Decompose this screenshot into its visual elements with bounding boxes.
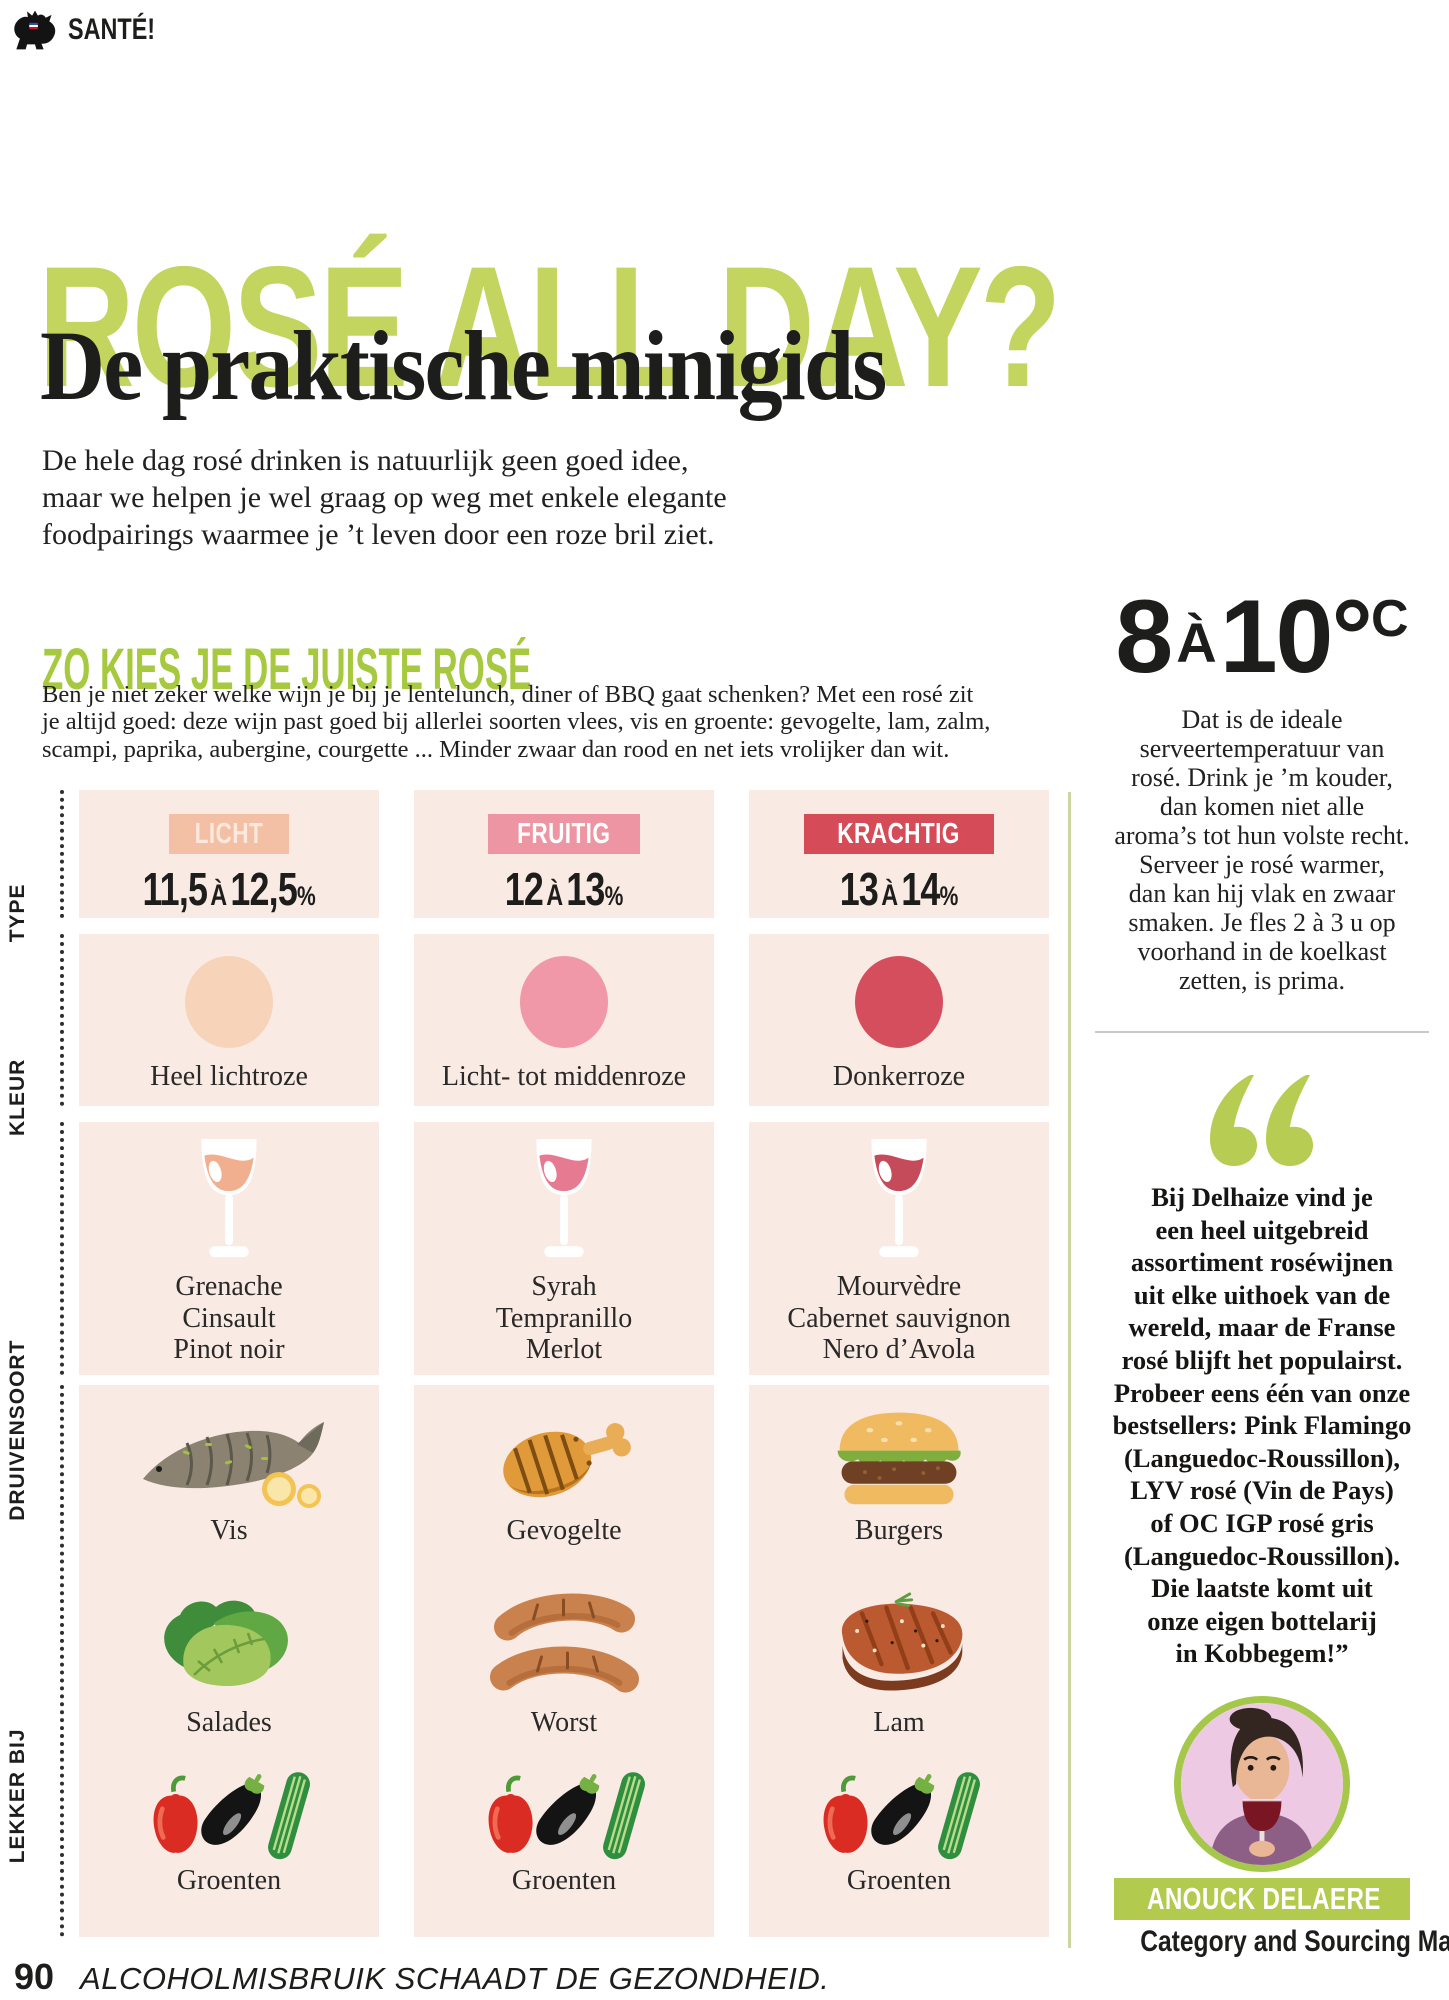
food-label: Gevogelte [506,1515,622,1546]
cell-grapes-licht: Grenache Cinsault Pinot noir [79,1122,379,1375]
person-role: Category and Sourcing Manager Wines [1140,1925,1449,1959]
type-badge: KRACHTIG [804,814,994,854]
abv-range: 12 À13% [504,863,624,915]
cell-type-fruitig: FRUITIG 12 À13% [414,790,714,918]
health-warning: ALCOHOLMISBRUIK SCHAADT DE GEZONDHEID. [80,1961,830,1996]
wine-color-label: Licht- tot middenroze [441,1061,687,1092]
table-row-lekker-bij: LEKKER BIJ [0,1385,1060,1937]
grape-varieties: Syrah Tempranillo Merlot [495,1271,633,1365]
abv-range: 11,5 À12,5% [142,863,316,915]
temperature-note: Dat is de ideale serveertemperatuur van … [1114,705,1410,995]
vegetables-icon [749,1765,1049,1865]
table-row-druivensoort: DRUIVENSOORT Grenache Cinsault Pinot noi… [0,1122,1060,1520]
vegetables-icon [414,1765,714,1865]
type-badge: LICHT [169,814,289,854]
avatar [1174,1696,1350,1873]
salad-icon [79,1589,379,1707]
row-label-kleur: KLEUR [0,934,64,1136]
food-label: Groenten [176,1865,282,1896]
page-title: ROSÉ ALL DAY? [38,231,1062,424]
cell-foods-fruitig: Gevogelte Worst [414,1385,714,1937]
quote-icon [1090,1075,1434,1167]
intro-paragraph: De hele dag rosé drinken is natuurlijk g… [42,444,727,551]
food-label: Groenten [846,1865,952,1896]
wine-color-swatch [520,956,608,1048]
table-row-kleur: KLEUR Heel lichtroze Licht- tot middenro… [0,934,1060,1136]
vegetables-icon [79,1765,379,1865]
wine-glass-icon [871,1138,927,1258]
wine-glass-icon [536,1138,592,1258]
type-badge: FRUITIG [488,814,640,854]
cell-grapes-fruitig: Syrah Tempranillo Merlot [414,1122,714,1375]
person-portrait [1181,1703,1343,1866]
food-label: Groenten [511,1865,617,1896]
food-label: Salades [186,1707,272,1738]
cell-kleur-licht: Heel lichtroze [79,934,379,1106]
table-row-type: TYPE LICHT 11,5 À12,5% FRUITIG 12 À13% KRA… [0,790,1060,942]
section-lead: Ben je niet zeker welke wijn je bij je l… [42,680,991,763]
grape-varieties: Mourvèdre Cabernet sauvignon Nero d’Avol… [787,1271,1011,1365]
food-label: Burgers [854,1515,944,1546]
degree-symbol: ° [1331,579,1373,695]
steak-icon [749,1589,1049,1707]
row-label-type: TYPE [0,790,64,942]
cell-kleur-krachtig: Donkerroze [749,934,1049,1106]
rose-comparison-table: TYPE LICHT 11,5 À12,5% FRUITIG 12 À13% KRA… [0,790,1060,1937]
flag-icon [29,22,38,30]
temp-value: 8 [1115,579,1173,695]
wine-color-label: Donkerroze [832,1061,966,1092]
wine-glass-icon [201,1138,257,1258]
cell-foods-licht: Vis Salades [79,1385,379,1937]
sausage-icon [414,1589,714,1707]
cell-type-licht: LICHT 11,5 À12,5% [79,790,379,918]
delhaize-lion-logo [14,10,56,50]
grape-varieties: Grenache Cinsault Pinot noir [173,1271,285,1365]
cell-kleur-fruitig: Licht- tot middenroze [414,934,714,1106]
person-name-badge: ANOUCK DELAERE [1114,1878,1410,1921]
cell-type-krachtig: KRACHTIG 13 À14% [749,790,1049,918]
abv-range: 13 À14% [839,863,959,915]
wine-color-swatch [185,956,273,1048]
sidebar: 8À10°C Dat is de ideale serveertemperatu… [1090,579,1449,1987]
cell-grapes-krachtig: Mourvèdre Cabernet sauvignon Nero d’Avol… [749,1122,1049,1375]
expert-quote: Bij Delhaize vind je een heel uitgebreid… [1112,1182,1412,1669]
footer: 90 ALCOHOLMISBRUIK SCHAADT DE GEZONDHEID… [14,1956,829,1998]
food-label: Worst [530,1707,598,1738]
page-subtitle: De praktische minigids [40,310,887,421]
sidebar-divider [1095,1031,1429,1033]
drumstick-icon [414,1397,714,1515]
wine-color-swatch [855,956,943,1048]
serving-temperature: 8À10°C [1115,579,1409,695]
food-label: Vis [210,1515,248,1546]
food-label: Lam [873,1707,925,1738]
page-number: 90 [14,1956,55,1997]
wine-color-label: Heel lichtroze [150,1061,308,1092]
column-divider [1068,792,1071,1948]
row-label-druivensoort: DRUIVENSOORT [0,1122,64,1520]
cell-foods-krachtig: Burgers Lam [749,1385,1049,1937]
temp-unit: C [1371,590,1409,648]
section-heading: ZO KIES JE DE JUISTE ROSÉ [42,637,532,702]
burger-icon [749,1397,1049,1515]
row-label-lekker-bij: LEKKER BIJ [0,1385,64,1937]
brand-label: SANTÉ! [68,13,156,46]
header: SANTÉ! [12,8,180,52]
fish-icon [79,1397,379,1515]
